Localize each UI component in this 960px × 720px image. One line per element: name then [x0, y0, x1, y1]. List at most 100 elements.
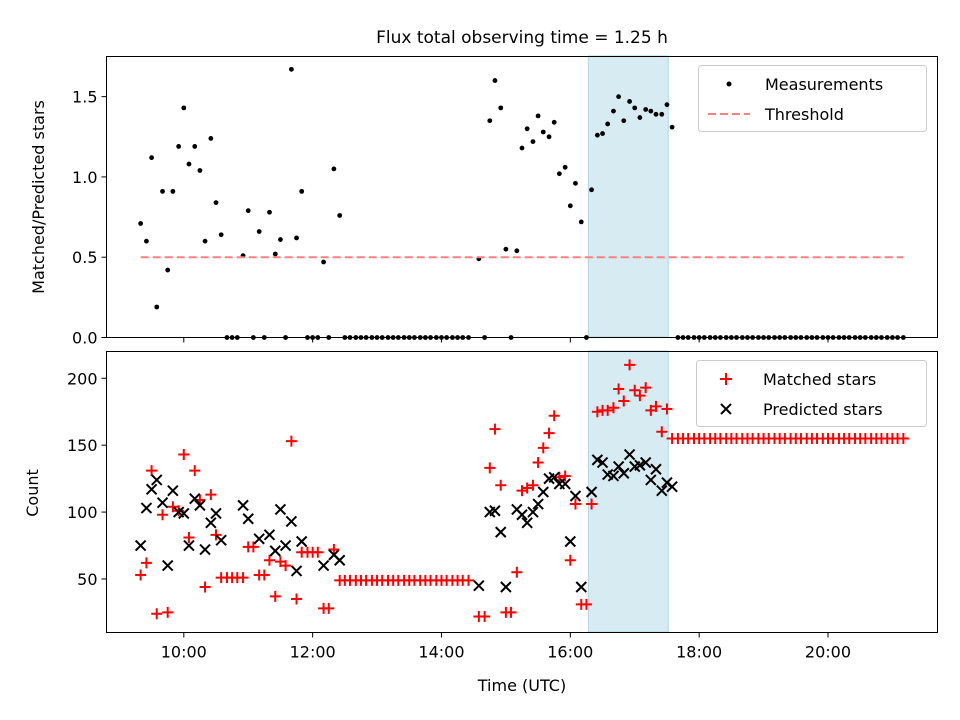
predicted-stars-point [167, 484, 179, 497]
matched-stars-point [553, 471, 565, 483]
bottom-y-axis-label: Count [23, 469, 42, 517]
measurements-point [208, 135, 214, 141]
matched-stars-point [618, 395, 630, 407]
predicted-stars-point [500, 581, 512, 593]
predicted-stars-point [564, 535, 577, 548]
measurements-point [487, 118, 493, 124]
top-panel: Flux total observing time = 1.25 h 0.00.… [29, 28, 938, 348]
matched-stars-point [157, 509, 169, 521]
matched-stars-point [511, 566, 523, 578]
predicted-stars-point [537, 486, 549, 498]
predicted-stars-point [274, 503, 287, 516]
predicted-stars-point [242, 513, 254, 525]
bottom-marks [134, 359, 909, 622]
measurements-point [138, 221, 144, 226]
matched-stars-point [146, 465, 158, 477]
measurements-point [192, 144, 198, 149]
top-axes-frame [106, 56, 938, 338]
predicted-stars-point [161, 559, 174, 572]
measurements-point [664, 102, 670, 108]
measurements-point [294, 235, 299, 241]
predicted-stars-point [134, 539, 147, 552]
matched-stars-point [178, 449, 190, 461]
y-tick-label: 200 [67, 369, 98, 388]
predicted-stars-point [295, 535, 308, 548]
top-title: Flux total observing time = 1.25 h [376, 28, 668, 48]
top-legend: Measurements Threshold [698, 65, 927, 132]
matched-stars-point [543, 427, 555, 439]
matched-stars-point [640, 382, 652, 394]
matched-stars-point [548, 410, 560, 422]
predicted-stars-point [237, 499, 249, 512]
measurements-point [299, 188, 305, 194]
matched-stars-point [591, 406, 603, 418]
predicted-stars-point [650, 463, 662, 475]
matched-stars-point [167, 501, 179, 513]
measurements-point [331, 166, 337, 172]
predicted-stars-point [189, 492, 201, 505]
bottom-legend-box [696, 360, 927, 427]
bottom-highlight-span [587, 350, 669, 633]
matched-stars-point [656, 426, 668, 438]
predicted-stars-point [607, 470, 620, 482]
y-tick-label: 1.0 [72, 168, 97, 187]
predicted-stars-point [215, 534, 227, 546]
measurements-point [648, 108, 654, 114]
measurements-point [530, 139, 536, 145]
predicted-stars-point [210, 507, 222, 520]
measurements-point [535, 113, 541, 119]
predicted-stars-point [645, 474, 657, 486]
x-tick-label: 20:00 [805, 643, 851, 662]
matched-stars-point [629, 384, 641, 396]
matched-stars-point [263, 554, 275, 566]
predicted-stars-point [639, 456, 652, 469]
matched-stars-point [527, 479, 539, 491]
x-tick-label: 10:00 [161, 643, 207, 662]
y-tick-label: 1.5 [72, 88, 97, 107]
bottom-y-ticks: 50 100 150 200 [67, 369, 107, 589]
predicted-stars-point [473, 579, 485, 592]
matched-stars-point [564, 554, 576, 566]
measurements-point [573, 180, 578, 186]
predicted-stars-point [634, 459, 646, 471]
predicted-stars-point [575, 581, 587, 593]
matched-stars-point [210, 529, 222, 541]
matched-stars-point [537, 442, 549, 454]
matched-stars-point [479, 610, 491, 622]
predicted-stars-point [623, 448, 636, 461]
x-tick-label: 12:00 [290, 643, 336, 662]
predicted-stars-point [269, 545, 281, 557]
matched-stars-point [489, 423, 501, 435]
matched-stars-point [323, 602, 335, 614]
matched-stars-point [135, 569, 147, 581]
measurements-point [154, 304, 160, 310]
measurements-point [546, 134, 552, 140]
measurements-point [551, 119, 557, 125]
predicted-stars-point [521, 517, 533, 529]
matched-stars-point [463, 574, 475, 586]
y-tick-label: 100 [67, 503, 98, 522]
predicted-stars-point [178, 507, 190, 520]
top-highlight-span [587, 55, 669, 338]
measurements-point [288, 66, 294, 72]
measurements-point [589, 187, 594, 193]
legend-predicted-marker [720, 403, 732, 415]
measurements-point [600, 131, 605, 136]
measurements-point [514, 248, 520, 254]
measurements-point [149, 155, 154, 161]
measurements-point [653, 111, 659, 117]
matched-stars-point [897, 432, 909, 444]
predicted-stars-point [585, 486, 598, 498]
y-tick-label: 0.5 [72, 248, 97, 267]
measurements-point [637, 115, 643, 120]
x-tick-label: 18:00 [676, 643, 722, 662]
matched-stars-point [484, 462, 496, 474]
measurements-point [503, 246, 509, 252]
predicted-stars-point [489, 505, 501, 517]
predicted-stars-point [612, 460, 625, 473]
matched-stars-point [586, 498, 598, 510]
bottom-x-axis-label: Time (UTC) [477, 676, 566, 695]
predicted-stars-point [317, 559, 330, 572]
measurements-point [605, 121, 611, 127]
predicted-stars-point [253, 533, 265, 545]
